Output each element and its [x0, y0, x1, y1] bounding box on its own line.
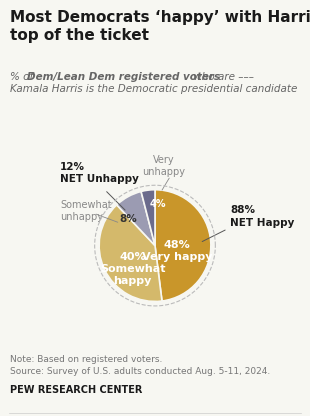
Wedge shape: [117, 191, 155, 245]
Text: Somewhat
unhappy: Somewhat unhappy: [60, 200, 112, 222]
Text: 48%
Very happy: 48% Very happy: [142, 240, 213, 262]
Wedge shape: [99, 205, 162, 302]
Text: 88%
NET Happy: 88% NET Happy: [230, 206, 295, 228]
Text: Most Democrats ‘happy’ with Harris at
top of the ticket: Most Democrats ‘happy’ with Harris at to…: [10, 10, 310, 43]
Wedge shape: [155, 190, 211, 301]
Text: Kamala Harris is the Democratic presidential candidate: Kamala Harris is the Democratic presiden…: [10, 84, 297, 94]
Text: 8%: 8%: [119, 214, 137, 224]
Text: Note: Based on registered voters.: Note: Based on registered voters.: [10, 355, 162, 364]
Text: who are –––: who are –––: [190, 72, 254, 82]
Text: PEW RESEARCH CENTER: PEW RESEARCH CENTER: [10, 385, 142, 395]
Text: 4%: 4%: [150, 199, 166, 209]
Text: 12%
NET Unhappy: 12% NET Unhappy: [60, 162, 139, 184]
Wedge shape: [141, 190, 155, 245]
Text: % of: % of: [10, 72, 36, 82]
Text: Dem/Lean Dem registered voters: Dem/Lean Dem registered voters: [27, 72, 220, 82]
Text: Very
unhappy: Very unhappy: [142, 156, 185, 177]
Text: Source: Survey of U.S. adults conducted Aug. 5-11, 2024.: Source: Survey of U.S. adults conducted …: [10, 367, 270, 376]
Text: 40%
Somewhat
happy: 40% Somewhat happy: [100, 252, 166, 287]
